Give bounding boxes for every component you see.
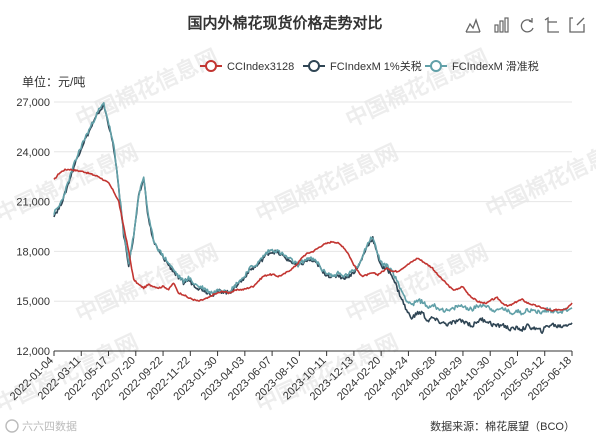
series-line-1 (53, 168, 573, 312)
grid-lines (54, 101, 572, 352)
legend-marker (205, 60, 217, 72)
chart-legend: CCIndex3128 FCIndexM 1%关税 FCIndexM 滑准税 (200, 59, 539, 73)
line-chart-icon[interactable] (465, 18, 481, 33)
y-axis: 12,000 15,000 18,000 21,000 24,000 27,000 (16, 97, 50, 358)
y-axis-unit: 单位：元/吨 (22, 74, 85, 89)
y-tick-label: 18,000 (16, 246, 50, 258)
legend-marker (308, 60, 320, 72)
legend-item[interactable]: FCIndexM 1%关税 (303, 59, 422, 73)
legend-item[interactable]: CCIndex3128 (200, 60, 294, 73)
data-source: 数据来源：棉花展望（BCO） (430, 419, 575, 433)
y-tick-label: 15,000 (16, 296, 50, 308)
logo-icon (5, 419, 19, 433)
legend-item[interactable]: FCIndexM 滑准税 (425, 59, 539, 73)
legend-label: CCIndex3128 (227, 61, 294, 73)
y-tick-label: 12,000 (16, 346, 50, 358)
y-tick-label: 27,000 (16, 97, 50, 109)
watermark-text: 中国棉花信息网 (482, 134, 596, 222)
bottom-left-logo: 六六四数据 (5, 419, 77, 433)
bar-chart-icon[interactable] (494, 17, 509, 33)
legend-label: FCIndexM 1%关税 (330, 59, 422, 73)
series-layer (53, 102, 573, 335)
chart-title: 国内外棉花现货价格走势对比 (187, 14, 382, 32)
y-tick-label: 24,000 (16, 147, 50, 159)
watermark-text: 中国棉花信息网 (252, 139, 402, 227)
toolbar (465, 16, 585, 33)
zoom-icon[interactable] (544, 16, 559, 33)
watermark-text: 中国棉花信息网 (72, 239, 222, 327)
watermark-text: 中国棉花信息网 (342, 44, 492, 132)
legend-label: FCIndexM 滑准税 (452, 59, 539, 73)
refresh-icon[interactable] (520, 18, 534, 33)
save-icon[interactable] (569, 17, 585, 33)
series-line-3 (53, 102, 573, 316)
legend-marker (430, 60, 442, 72)
y-tick-label: 21,000 (16, 197, 50, 209)
logo-text: 六六四数据 (22, 419, 77, 433)
